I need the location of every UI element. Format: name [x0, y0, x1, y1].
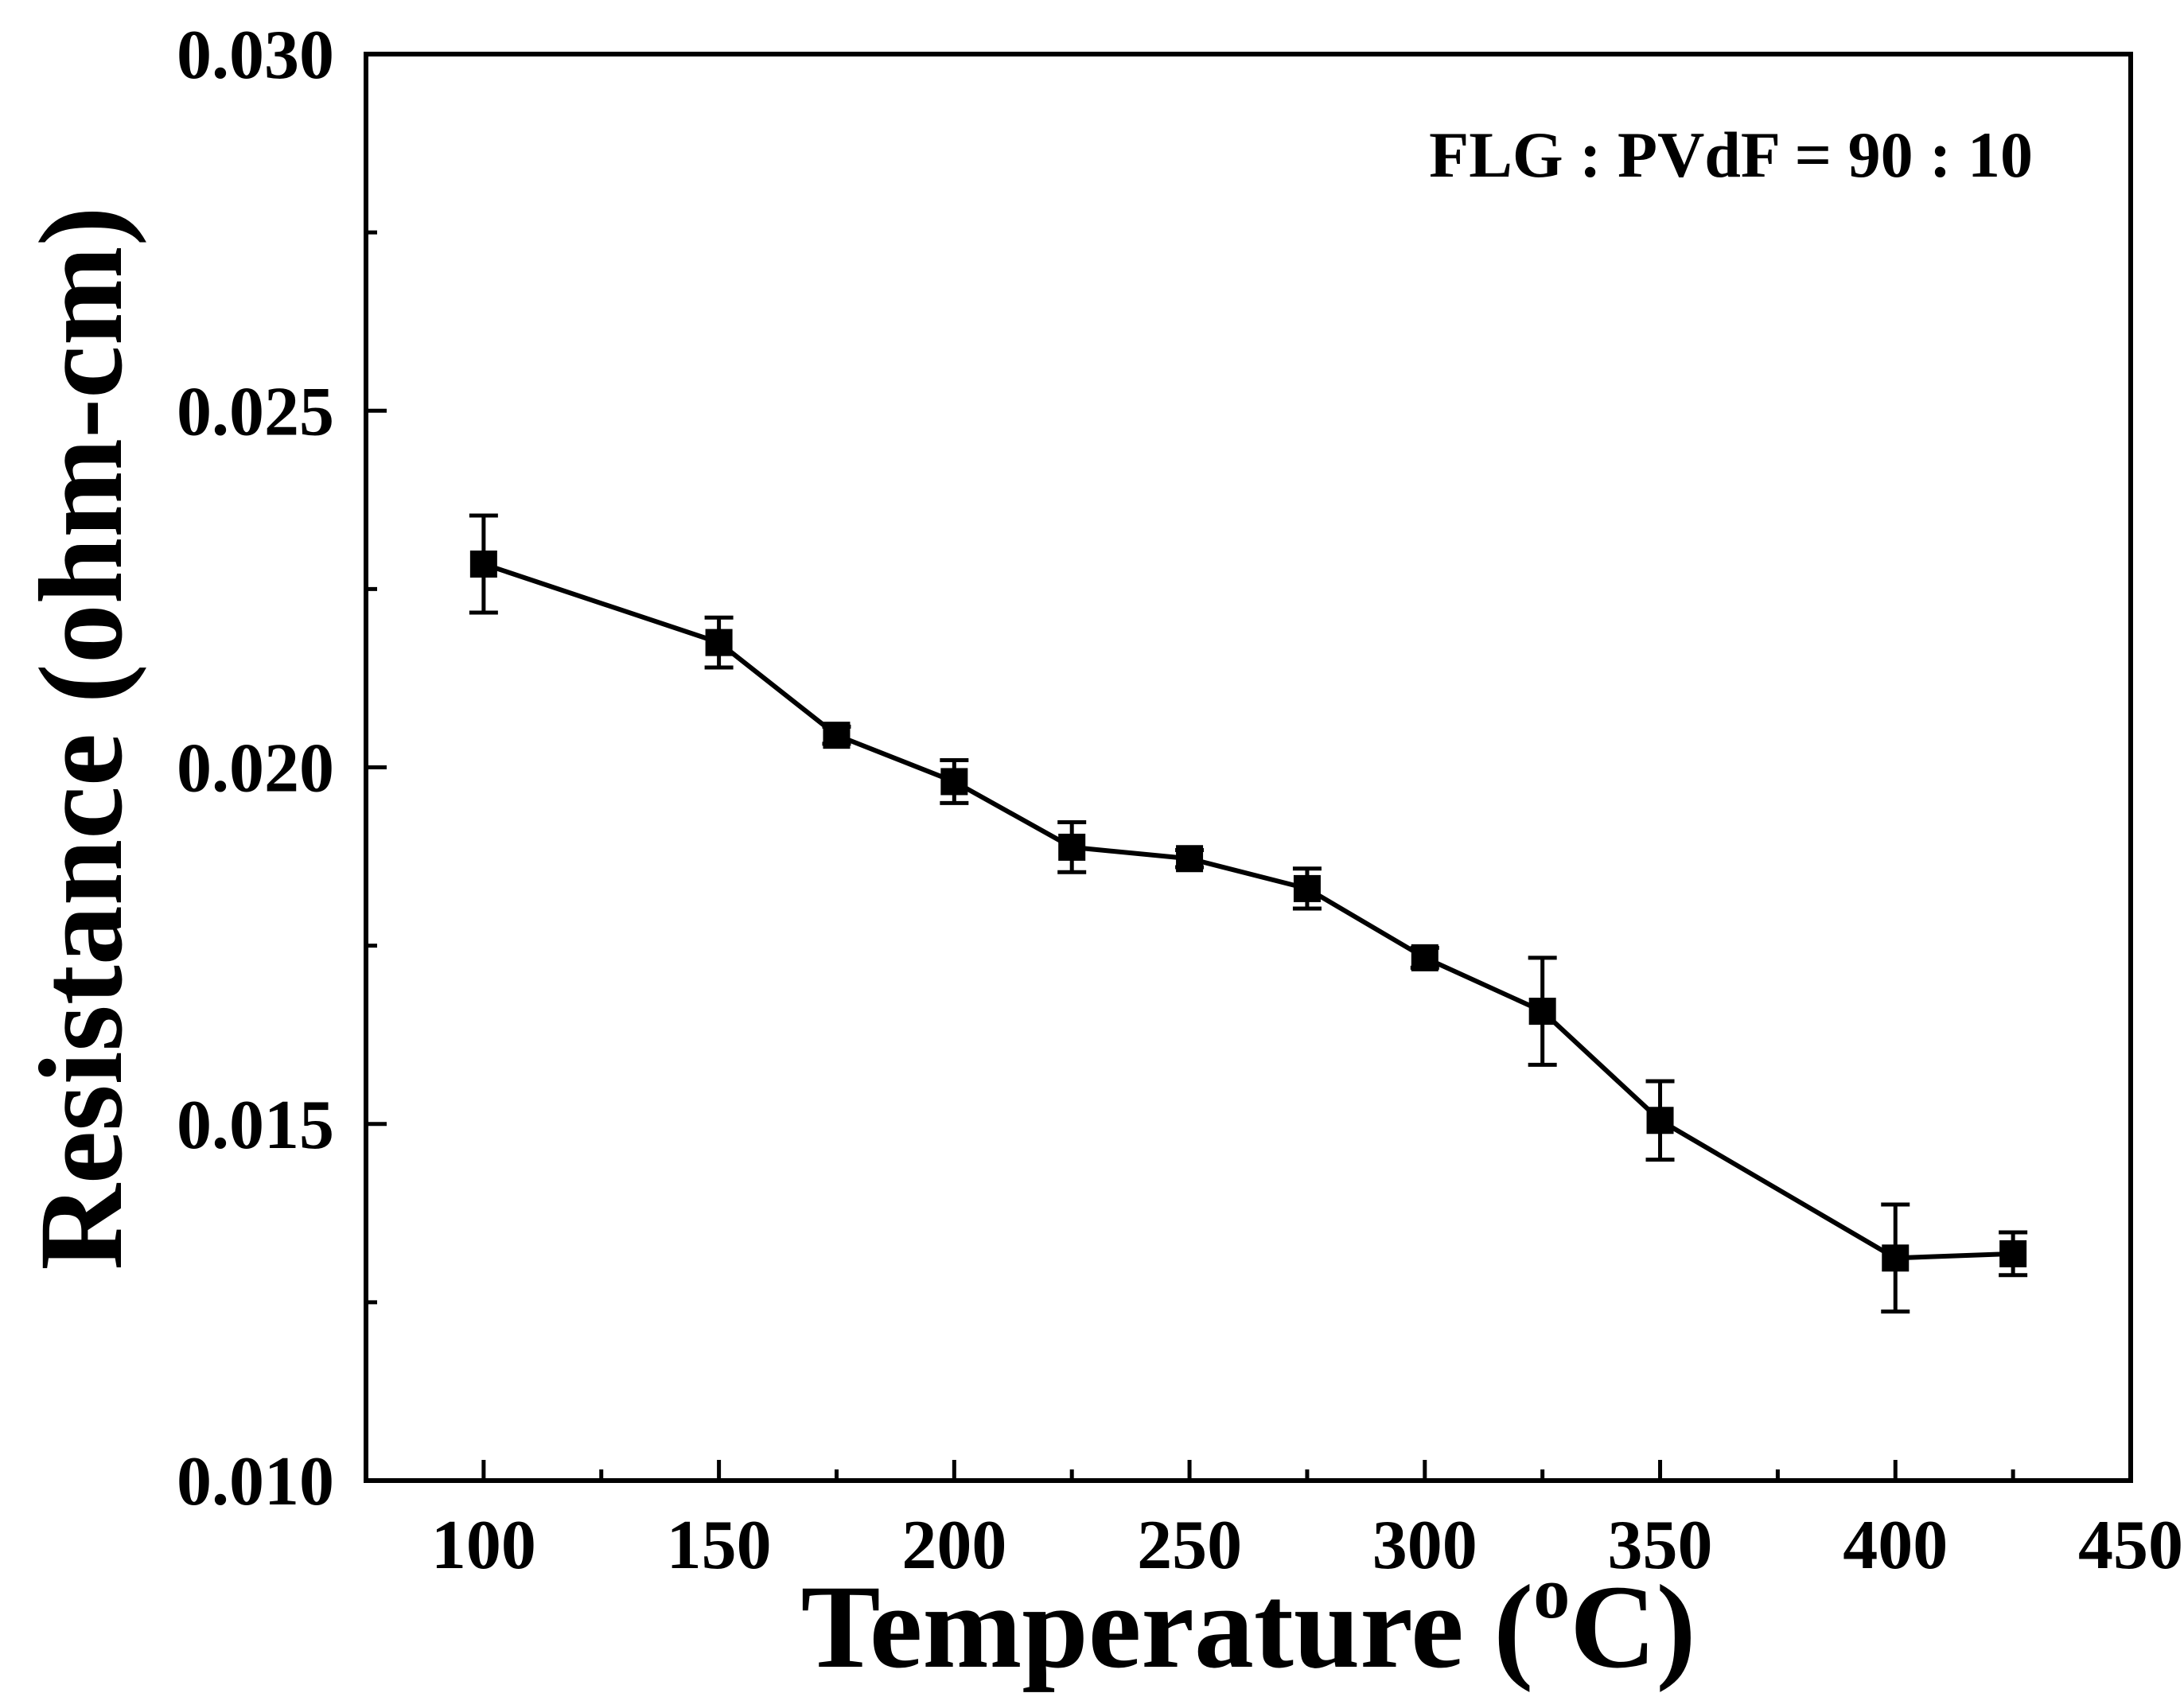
- data-point: [1175, 845, 1205, 873]
- data-point: [940, 758, 969, 805]
- square-marker: [1176, 845, 1204, 873]
- y-tick-label: 0.020: [177, 730, 334, 808]
- series-layer: [469, 513, 2028, 1314]
- y-tick-labels: 0.010 0.015 0.020 0.025 0.030: [177, 17, 334, 1520]
- x-axis-title-suffix: C): [1570, 1561, 1695, 1693]
- square-marker: [823, 722, 851, 749]
- data-point: [1292, 866, 1322, 911]
- x-tick-label: 450: [2078, 1507, 2183, 1584]
- y-axis-title: Resistance (ohm-cm): [15, 206, 147, 1270]
- series-line: [482, 562, 2014, 1261]
- square-marker: [1528, 998, 1556, 1026]
- x-tick-label: 100: [431, 1507, 536, 1584]
- square-marker: [1411, 944, 1438, 971]
- x-tick-labels: 100 150 200 250 300 350 400 450: [431, 1507, 2183, 1584]
- data-point: [469, 513, 498, 615]
- square-marker: [705, 629, 733, 656]
- y-tick-label: 0.030: [177, 17, 334, 94]
- square-marker: [1058, 833, 1086, 861]
- square-marker: [940, 768, 968, 796]
- axis-ticks: [366, 52, 2133, 1483]
- square-marker: [1882, 1244, 1910, 1272]
- data-point: [1881, 1202, 1910, 1314]
- plot-frame: [364, 52, 2133, 1483]
- y-tick-label: 0.015: [177, 1087, 334, 1164]
- x-tick-label: 300: [1372, 1507, 1477, 1584]
- data-point: [1410, 944, 1439, 971]
- x-tick-label: 250: [1137, 1507, 1242, 1584]
- x-tick-label: 400: [1843, 1507, 1948, 1584]
- y-tick-label: 0.025: [177, 373, 334, 450]
- x-tick-label: 350: [1608, 1507, 1713, 1584]
- data-point: [1645, 1079, 1675, 1162]
- square-marker: [1999, 1240, 2027, 1267]
- x-axis-title-main: Temperature (: [801, 1561, 1534, 1693]
- x-tick-label: 150: [667, 1507, 772, 1584]
- x-axis-title: Temperature (oC): [801, 1552, 1696, 1693]
- data-point: [1999, 1230, 2028, 1278]
- x-tick-label: 200: [901, 1507, 1006, 1584]
- square-marker: [1293, 874, 1321, 902]
- square-marker: [469, 550, 497, 578]
- data-point: [704, 615, 734, 670]
- annotation-label: FLG : PVdF = 90 : 10: [1429, 119, 2033, 191]
- data-point: [822, 722, 851, 749]
- y-tick-label: 0.010: [177, 1443, 334, 1520]
- data-point: [1528, 955, 1557, 1067]
- x-axis-title-superscript: o: [1533, 1552, 1570, 1633]
- data-point: [1057, 820, 1087, 874]
- square-marker: [1646, 1107, 1674, 1135]
